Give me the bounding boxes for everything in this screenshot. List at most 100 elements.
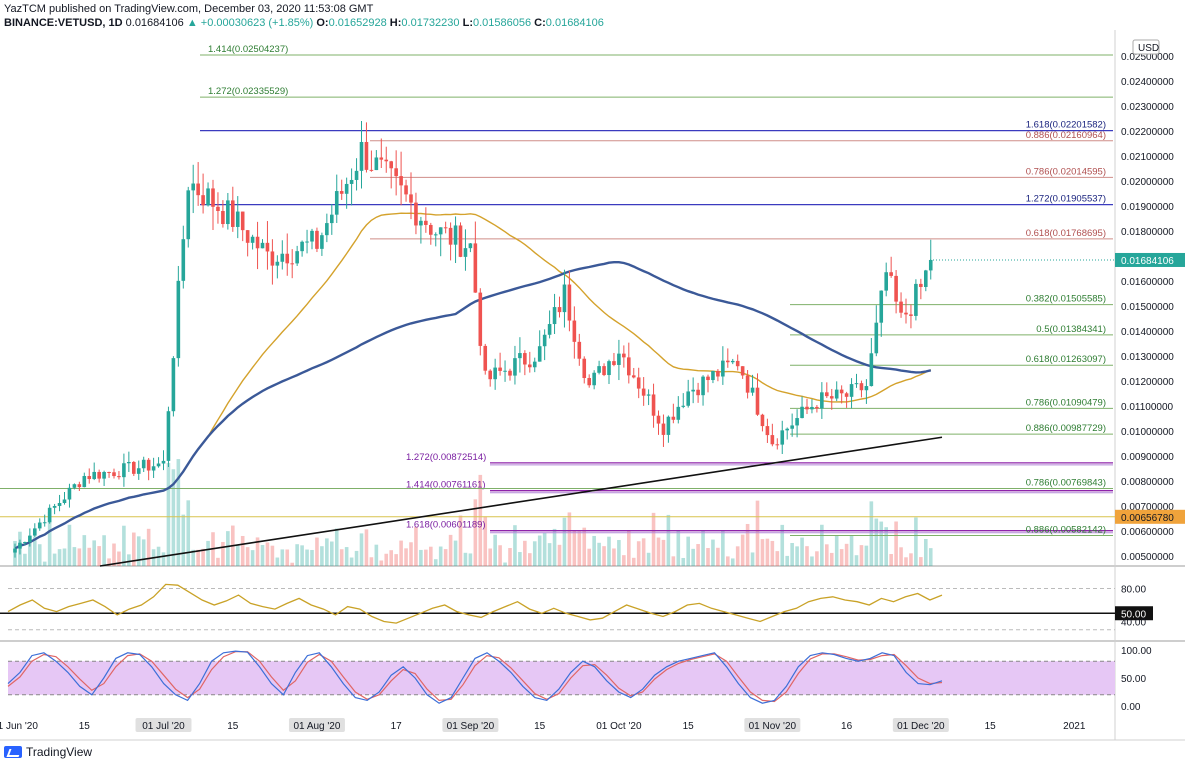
fib-level-label: 0.618(0.01768695): [1026, 228, 1106, 239]
volume-bar: [443, 549, 448, 566]
volume-bar: [117, 551, 121, 566]
candle-body: [562, 284, 567, 313]
volume-bar: [691, 548, 695, 566]
candle-body: [344, 183, 349, 194]
candle-body: [622, 353, 626, 358]
volume-bar: [112, 543, 116, 566]
candle-body: [280, 253, 285, 262]
candle-body: [597, 366, 601, 373]
candle-body: [334, 191, 339, 215]
price-tick-label: 0.01200000: [1121, 377, 1174, 388]
candle-body: [864, 386, 869, 391]
time-tick-label: 01 Dec '20: [897, 721, 945, 732]
candle-body: [221, 210, 225, 225]
candle-body: [136, 468, 141, 474]
candle-body: [181, 239, 186, 281]
candle-body: [730, 360, 735, 363]
time-tick-highlight: [744, 718, 801, 732]
volume-bar: [72, 547, 77, 566]
volume-bar: [879, 521, 884, 566]
fib-level-label: 0.786(0.01090479): [1026, 397, 1106, 408]
price-change: ▲ +0.00030623 (+1.85%): [186, 17, 314, 29]
fib-level-label: 1.414(0.00761161): [406, 480, 486, 491]
candle-body: [453, 225, 458, 245]
volume-bar: [245, 547, 250, 566]
candle-body: [636, 377, 641, 389]
volume-bar: [37, 544, 42, 566]
candle-body: [829, 396, 834, 399]
candle-body: [349, 179, 354, 184]
candlesticks: [13, 120, 933, 558]
candle-body: [844, 393, 849, 397]
candle-body: [290, 263, 294, 265]
candle-body: [528, 364, 532, 368]
candle-body: [493, 367, 497, 380]
candle-body: [399, 176, 403, 186]
candle-body: [443, 227, 448, 229]
candle-body: [537, 346, 542, 362]
candle-body: [285, 253, 290, 264]
candle-body: [92, 471, 96, 480]
fib-level-label: 1.414(0.02504237): [208, 44, 288, 55]
price-tick-label: 0.00800000: [1121, 477, 1174, 488]
price-tick-label: 0.00500000: [1121, 552, 1174, 563]
volume-bar: [735, 546, 740, 566]
candle-body: [463, 248, 468, 257]
volume-bar: [493, 534, 497, 566]
candle-body: [755, 387, 760, 415]
volume-bar: [924, 539, 928, 566]
price-tick-label: 0.00900000: [1121, 452, 1174, 463]
candle-body: [315, 230, 319, 249]
volume-bar: [825, 544, 829, 566]
volume-bar: [122, 525, 126, 566]
stoch-tick-label: 100.00: [1121, 646, 1152, 657]
candle-body: [196, 183, 200, 196]
candle-body: [854, 383, 859, 385]
volume-bar: [760, 539, 765, 566]
volume-bar: [844, 543, 849, 566]
low-value: 0.01586056: [472, 17, 532, 29]
candle-body: [117, 476, 121, 478]
volume-bar: [235, 545, 240, 566]
volume-bar: [67, 524, 72, 566]
volume-bar: [681, 557, 686, 566]
open-label: O:: [316, 17, 329, 29]
fib-level-label: 1.618(0.00601189): [406, 520, 486, 531]
volume-bar: [651, 512, 656, 566]
fibonacci-levels: 1.414(0.02504237) 1.272(0.02335529) 1.618(…: [0, 44, 1115, 536]
candle-body: [721, 360, 725, 377]
time-tick-label: 01 Jul '20: [142, 721, 185, 732]
volume-bar: [547, 543, 552, 566]
volume-bar: [132, 532, 136, 566]
volume-bar: [740, 534, 745, 566]
volume-bar: [260, 545, 265, 566]
candle-body: [87, 476, 92, 480]
price-axis[interactable]: 0.02500000 0.02400000 0.02300000 0.02200000…: [930, 39, 1185, 563]
volume-bar: [186, 500, 191, 566]
time-tick-label: 15: [985, 721, 997, 732]
time-tick-highlight: [288, 718, 345, 732]
candle-body: [775, 444, 780, 446]
fib-level-label: 0.382(0.01505585): [1026, 294, 1106, 305]
price-tick-label: 0.02100000: [1121, 152, 1174, 163]
volume-bar: [631, 557, 636, 566]
volume-bar: [240, 535, 245, 566]
candle-body: [795, 418, 799, 426]
candle-body: [508, 370, 512, 376]
volume-bar: [899, 547, 903, 566]
candle-body: [369, 169, 374, 171]
volume-bar: [453, 540, 458, 566]
volume-bar: [503, 562, 507, 566]
candle-body: [889, 272, 893, 276]
volume-bar: [176, 459, 181, 566]
candle-body: [102, 471, 106, 479]
volume-bar: [839, 549, 844, 566]
marked-level-label: 0.00656780: [1121, 513, 1174, 524]
fib-level-label: 0.886(0.02160964): [1026, 130, 1106, 141]
volume-bar: [305, 549, 309, 566]
volume-bar: [107, 558, 111, 566]
time-axis[interactable]: 01 Jun '20 15 01 Jul '20 15 01 Aug '20 17 01 S…: [0, 718, 1086, 732]
candle-body: [438, 227, 443, 235]
rsi-tick-label: 80.00: [1121, 585, 1146, 596]
